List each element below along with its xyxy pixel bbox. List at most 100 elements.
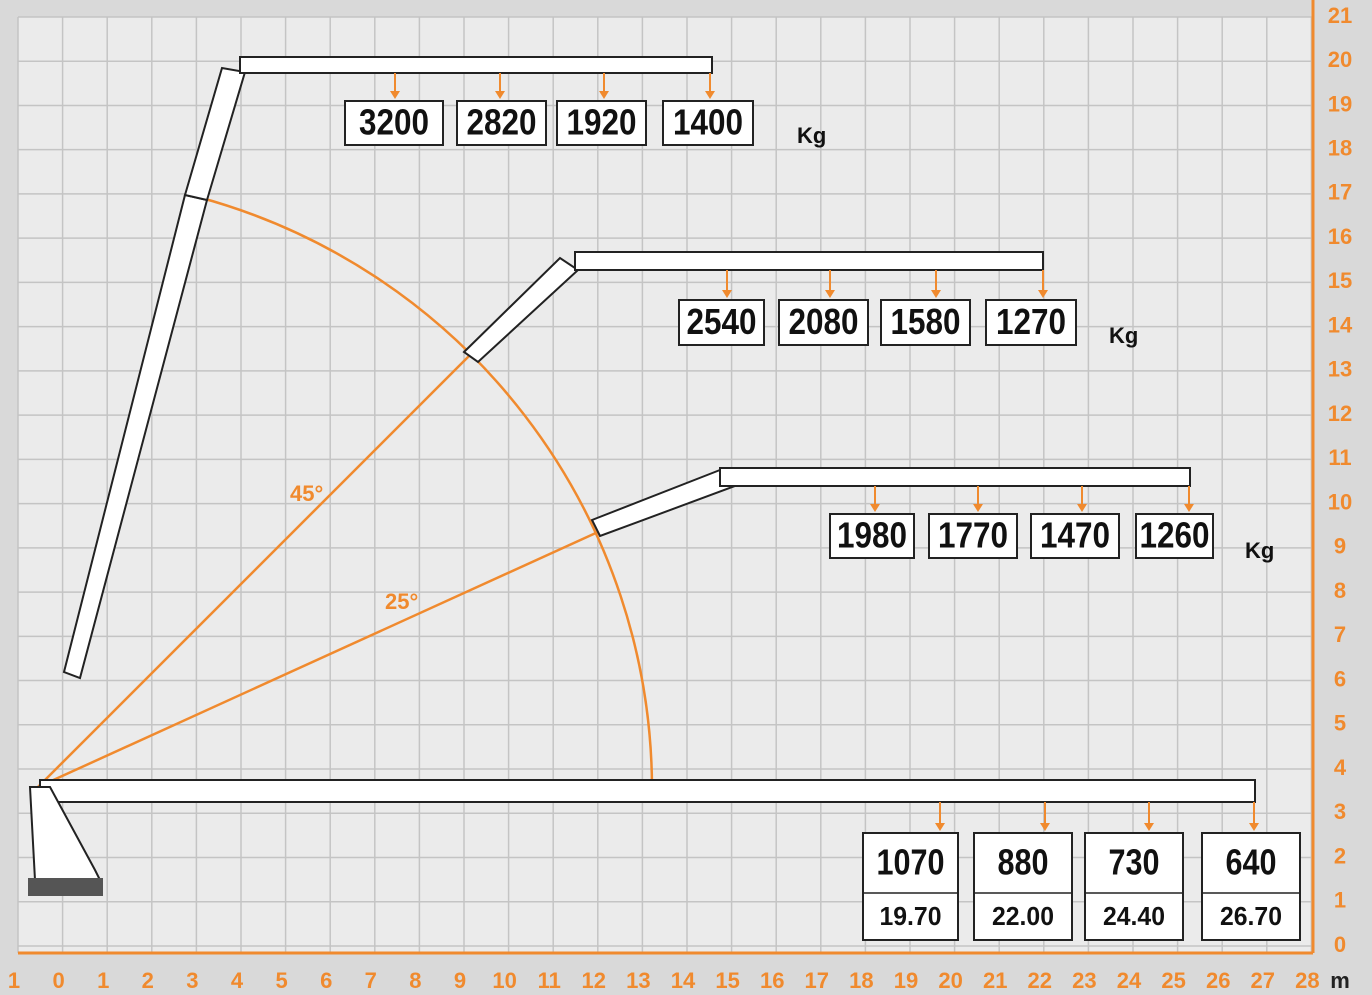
angle-line (37, 354, 471, 788)
x-tick-label: 21 (983, 968, 1007, 993)
arrow-head (870, 504, 880, 512)
y-tick-label: 8 (1334, 578, 1346, 603)
angle-line (37, 530, 599, 789)
x-tick-label: 5 (275, 968, 287, 993)
load-box (344, 100, 444, 146)
x-tick-label: 19 (894, 968, 918, 993)
y-tick-label: 1 (1334, 888, 1346, 913)
y-tick-label: 3 (1334, 799, 1346, 824)
arrow-head (1038, 290, 1048, 298)
x-tick-label: 25 (1161, 968, 1185, 993)
load-value: 1260 (1140, 515, 1210, 556)
x-tick-label: 18 (849, 968, 873, 993)
crane-drawing (28, 56, 1256, 896)
unit-label: Kg (1245, 538, 1274, 563)
load-value: 640 (1226, 842, 1277, 883)
load-value: 730 (1109, 842, 1160, 883)
load-box (1084, 832, 1184, 941)
reach-value: 24.40 (1103, 901, 1165, 931)
load-value: 2820 (467, 102, 537, 143)
boom (239, 56, 713, 74)
x-tick-label: 22 (1028, 968, 1052, 993)
y-tick-label: 0 (1334, 932, 1346, 957)
reach-value: 19.70 (880, 901, 942, 931)
y-tick-label: 16 (1328, 224, 1352, 249)
column (28, 786, 102, 881)
y-tick-label: 9 (1334, 534, 1346, 559)
angle-label: 25° (385, 589, 418, 614)
load-value: 3200 (359, 102, 429, 143)
y-tick-label: 12 (1328, 401, 1352, 426)
x-tick-label: 17 (805, 968, 829, 993)
x-tick-label: 24 (1117, 968, 1142, 993)
load-box (556, 100, 647, 146)
x-tick-label: 10 (492, 968, 516, 993)
y-tick-label: 7 (1334, 622, 1346, 647)
x-tick-label: 1 (8, 968, 20, 993)
y-tick-label: 5 (1334, 711, 1346, 736)
y-tick-label: 18 (1328, 135, 1352, 160)
boom (719, 467, 1191, 487)
arrow-head (495, 91, 505, 99)
y-tick-label: 11 (1328, 445, 1351, 470)
load-box (1030, 513, 1120, 559)
load-box (928, 513, 1018, 559)
arrow-head (1249, 823, 1259, 831)
load-value: 1070 (877, 842, 945, 883)
x-tick-label: 27 (1251, 968, 1275, 993)
load-value: 1920 (567, 102, 637, 143)
load-box (829, 513, 915, 559)
x-tick-label: 15 (715, 968, 739, 993)
arrow-head (722, 290, 732, 298)
load-value: 2080 (789, 301, 859, 342)
y-tick-label: 6 (1334, 666, 1346, 691)
arrow-head (1144, 823, 1154, 831)
arrow-head (1184, 504, 1194, 512)
arrow-head (390, 91, 400, 99)
angle-label: 45° (290, 481, 323, 506)
load-box (456, 100, 547, 146)
arrow-head (705, 91, 715, 99)
arrow-head (935, 823, 945, 831)
reach-value: 26.70 (1220, 901, 1282, 931)
y-tick-label: 20 (1328, 47, 1352, 72)
x-tick-label: 1 (97, 968, 109, 993)
boom (39, 779, 1256, 803)
load-value: 1980 (837, 515, 907, 556)
x-tick-label: 16 (760, 968, 784, 993)
load-value: 1770 (938, 515, 1008, 556)
x-tick-label: 0 (52, 968, 64, 993)
x-tick-label: 12 (582, 968, 606, 993)
load-box (973, 832, 1073, 941)
load-value: 1270 (996, 301, 1066, 342)
reach-value: 22.00 (992, 901, 1054, 931)
load-value: 880 (998, 842, 1049, 883)
y-tick-label: 19 (1328, 91, 1352, 116)
arrow-head (931, 290, 941, 298)
x-tick-label: 26 (1206, 968, 1230, 993)
x-tick-label: 23 (1072, 968, 1096, 993)
x-tick-label: 3 (186, 968, 198, 993)
y-tick-label: 13 (1328, 357, 1352, 382)
load-box (862, 832, 959, 941)
unit-label: Kg (797, 123, 826, 148)
x-tick-label: 7 (365, 968, 377, 993)
x-tick-label: 2 (142, 968, 154, 993)
load-value: 2540 (687, 301, 757, 342)
boom (574, 251, 1044, 271)
arrow-head (973, 504, 983, 512)
arc (197, 195, 654, 788)
x-tick-label: 8 (409, 968, 421, 993)
labels: 1 0 1 2 3 4 5 6 7 8 9 10 11 12 13 14 15 16 17 18 19 20 21 22 23 2… (8, 3, 1353, 993)
arrow-head (599, 91, 609, 99)
x-tick-label: 14 (671, 968, 696, 993)
load-box (678, 299, 765, 346)
x-tick-label: 4 (231, 968, 244, 993)
load-box (1135, 513, 1214, 559)
y-tick-label: 15 (1328, 268, 1352, 293)
reach-arcs (37, 195, 654, 789)
x-tick-label: 11 (538, 968, 561, 993)
arrow-head (825, 290, 835, 298)
load-value: 1580 (891, 301, 961, 342)
